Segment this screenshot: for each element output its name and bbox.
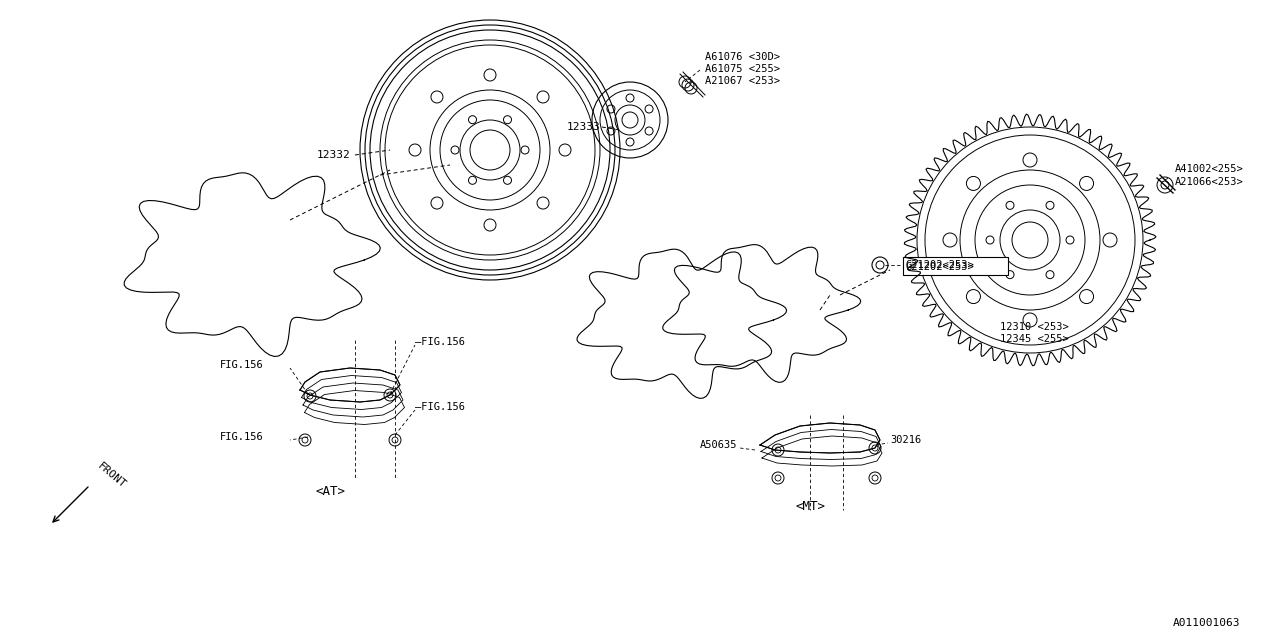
Bar bbox=[902, 257, 1009, 275]
Text: G21202<253>: G21202<253> bbox=[905, 262, 974, 272]
Text: <MT>: <MT> bbox=[795, 500, 826, 513]
Text: A21066<253>: A21066<253> bbox=[1175, 177, 1244, 187]
Text: A50635: A50635 bbox=[700, 440, 737, 450]
Text: A011001063: A011001063 bbox=[1172, 618, 1240, 628]
Text: G21202<253>: G21202<253> bbox=[905, 260, 974, 270]
Text: 12310 <253>: 12310 <253> bbox=[1000, 322, 1069, 332]
Text: 12333: 12333 bbox=[566, 122, 600, 132]
Text: 12345 <255>: 12345 <255> bbox=[1000, 334, 1069, 344]
Text: FIG.156: FIG.156 bbox=[220, 432, 264, 442]
Text: —FIG.156: —FIG.156 bbox=[415, 402, 465, 412]
Text: 12332: 12332 bbox=[316, 150, 349, 160]
Text: A61075 <255>: A61075 <255> bbox=[705, 64, 780, 74]
Text: A21067 <253>: A21067 <253> bbox=[705, 76, 780, 86]
Text: 30216: 30216 bbox=[890, 435, 922, 445]
Text: A61076 <30D>: A61076 <30D> bbox=[705, 52, 780, 62]
Text: —FIG.156: —FIG.156 bbox=[415, 337, 465, 347]
Text: FRONT: FRONT bbox=[95, 461, 127, 490]
Text: <AT>: <AT> bbox=[315, 485, 346, 498]
Text: A41002<255>: A41002<255> bbox=[1175, 164, 1244, 174]
Text: FIG.156: FIG.156 bbox=[220, 360, 264, 370]
